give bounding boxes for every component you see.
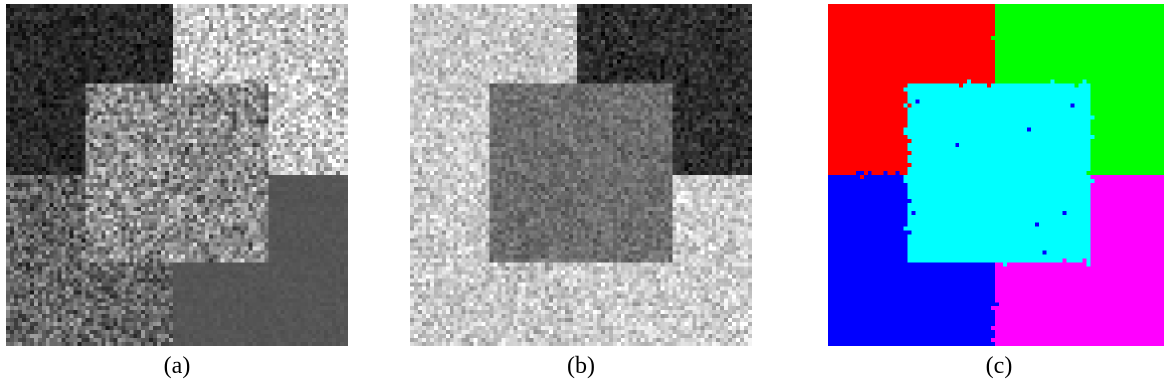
panel-c-caption: (c): [985, 353, 1013, 379]
segmentation-map-c: [828, 4, 1164, 346]
noisy-image-b: [410, 4, 752, 346]
panel-a-caption: (a): [163, 353, 191, 379]
noisy-image-a: [6, 4, 348, 346]
panel-c-image: [828, 4, 1164, 346]
panel-a-image: [6, 4, 348, 346]
panel-b-image: [410, 4, 752, 346]
panel-b-caption: (b): [567, 353, 595, 379]
